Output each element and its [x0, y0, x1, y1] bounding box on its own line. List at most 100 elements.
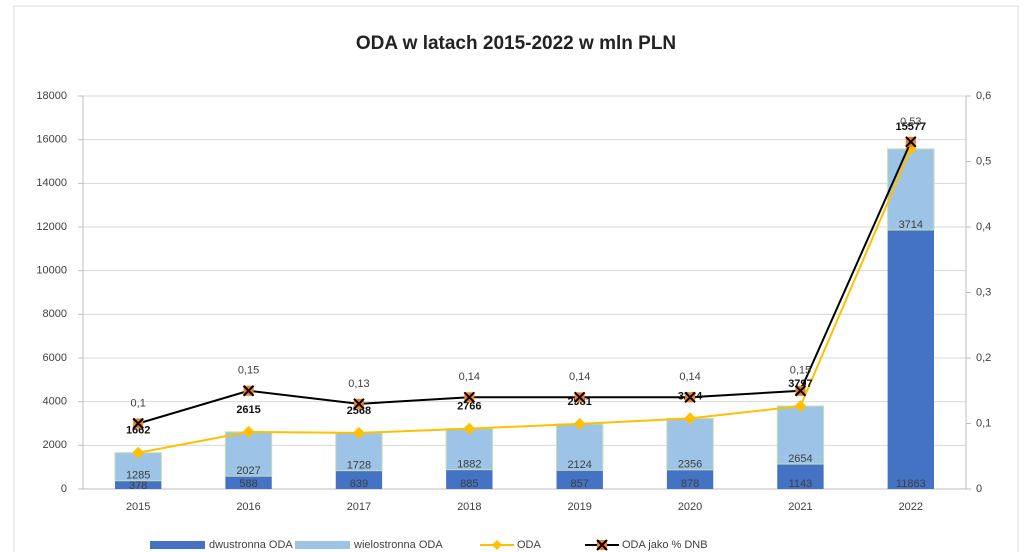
y2-tick-label: 0,6: [976, 90, 991, 102]
marker: [684, 412, 697, 425]
chart-border: [13, 5, 1019, 552]
marker-cross: [353, 398, 365, 410]
bar-segment: [115, 480, 162, 489]
marker: [463, 391, 476, 404]
marker: [684, 391, 696, 404]
bar-value-label: 2124: [567, 459, 591, 471]
y2-tick-label: 0: [976, 483, 982, 495]
marker-cross: [242, 385, 255, 397]
bar-value-label: 2356: [678, 459, 702, 471]
bar-value-label: 1143: [789, 478, 813, 490]
bar-value-label: 2654: [788, 453, 812, 465]
y-tick-label: 0: [61, 483, 67, 495]
legend-swatch: [295, 541, 350, 549]
legend-label: ODA jako % DNB: [622, 539, 708, 551]
marker-cross: [132, 417, 144, 430]
bar-segment: [887, 229, 934, 490]
bar-segment: [666, 469, 714, 489]
bar-value-label: 1285: [126, 470, 150, 482]
y-tick-label: 6000: [43, 352, 67, 364]
percent-label: 0,14: [459, 371, 480, 383]
y-tick-label: 18000: [36, 90, 67, 102]
percent-label: 0,53: [900, 116, 921, 128]
marker: [242, 425, 255, 438]
marker-cross: [573, 391, 586, 404]
x-tick-label: 2018: [457, 501, 481, 513]
y-tick-label: 16000: [36, 134, 67, 146]
marker: [794, 400, 807, 413]
y-tick-label: 14000: [36, 177, 67, 189]
bar-value-label: 3714: [899, 219, 923, 231]
marker: [573, 391, 586, 404]
legend-label: wielostronna ODA: [353, 539, 443, 551]
legend-marker-cross: [596, 539, 608, 551]
y-tick-label: 10000: [36, 265, 67, 277]
y-tick-label: 2000: [43, 439, 67, 451]
x-tick-label: 2015: [126, 501, 150, 513]
bar-value-label: 857: [571, 478, 589, 490]
marker: [242, 385, 255, 397]
bar-segment: [556, 470, 603, 489]
marker-cross: [684, 391, 696, 404]
percent-label: 0,15: [790, 365, 811, 377]
y2-tick-label: 0,4: [976, 221, 991, 233]
total-label: 2615: [236, 404, 260, 416]
marker: [132, 446, 145, 459]
bar-segment: [335, 470, 383, 489]
percent-label: 0,14: [679, 371, 700, 383]
bar-value-label: 378: [129, 480, 147, 492]
marker: [353, 398, 365, 410]
x-tick-label: 2021: [788, 501, 812, 513]
bar-segment: [776, 405, 825, 465]
bar-value-label: 1728: [347, 460, 371, 472]
total-label: 3797: [788, 378, 812, 390]
marker: [352, 426, 365, 439]
marker: [573, 417, 586, 430]
bar-segment: [887, 148, 935, 231]
legend-swatch: [150, 541, 205, 549]
x-tick-label: 2017: [347, 501, 371, 513]
chart-title: ODA w latach 2015-2022 w mln PLN: [356, 33, 676, 54]
y-tick-label: 12000: [36, 221, 67, 233]
x-tick-label: 2020: [678, 501, 702, 513]
bar-value-label: 1882: [457, 459, 481, 471]
bar-segment: [445, 428, 493, 471]
marker-cross: [905, 136, 917, 148]
bar-value-label: 11863: [896, 478, 926, 490]
marker: [905, 136, 917, 148]
bar-value-label: 839: [350, 478, 368, 490]
y2-tick-label: 0,3: [976, 286, 991, 298]
bar-value-label: 588: [239, 478, 257, 490]
y-tick-label: 4000: [43, 396, 67, 408]
x-tick-label: 2016: [236, 501, 260, 513]
bar-segment: [335, 432, 383, 472]
total-label: 15577: [896, 121, 927, 133]
bar-value-label: 2027: [236, 465, 260, 477]
bar-segment: [777, 464, 824, 489]
bar-segment: [225, 476, 272, 489]
marker: [794, 385, 807, 397]
line: [137, 141, 912, 425]
y2-tick-label: 0,5: [976, 155, 991, 167]
bar-value-label: 878: [681, 478, 699, 490]
percent-label: 0,15: [238, 365, 259, 377]
marker: [463, 422, 476, 435]
marker: [132, 417, 144, 430]
total-label: 1662: [126, 425, 150, 437]
marker-cross: [794, 385, 807, 397]
bar-segment: [556, 423, 604, 471]
marker-cross: [463, 391, 476, 404]
percent-label: 0,14: [569, 371, 590, 383]
percent-label: 0,13: [348, 378, 369, 390]
line: [138, 148, 912, 454]
x-tick-label: 2022: [899, 501, 923, 513]
total-label: 2766: [457, 401, 481, 413]
legend-marker: [492, 540, 502, 550]
x-tick-label: 2019: [567, 501, 591, 513]
bar-value-label: 885: [460, 478, 478, 490]
legend-label: ODA: [517, 539, 542, 551]
y2-tick-label: 0,2: [976, 352, 991, 364]
percent-label: 0,1: [131, 397, 146, 409]
legend-label: dwustronna ODA: [209, 539, 293, 551]
